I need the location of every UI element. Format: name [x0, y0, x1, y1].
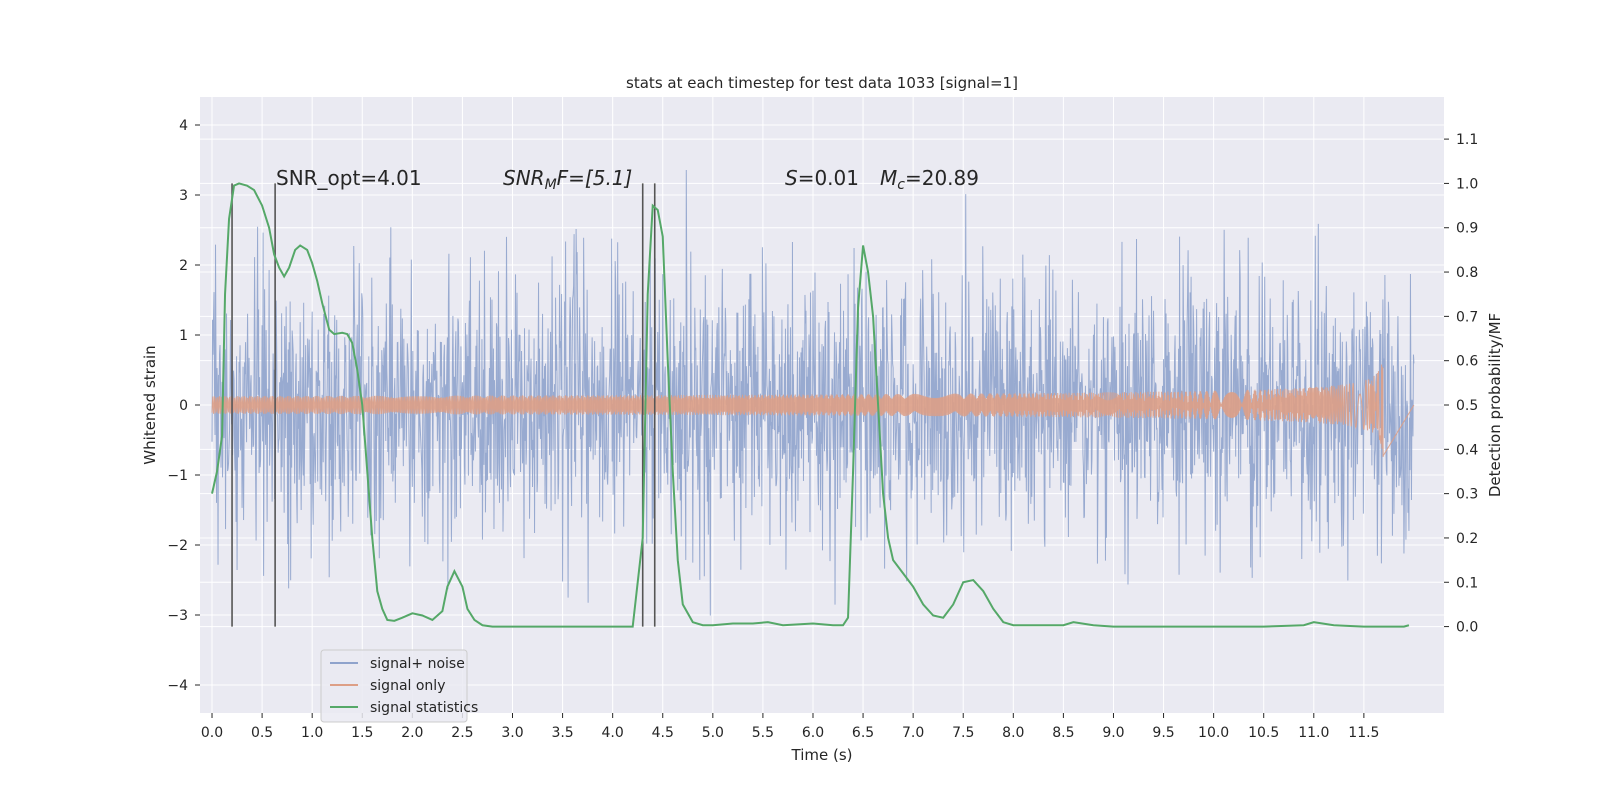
annotation-mc-main: M	[880, 166, 897, 190]
y-tick-label: 3	[179, 188, 188, 204]
x-tick-label: 5.0	[702, 725, 724, 741]
y2-axis-ticks: 1.1 1.0 0.9 0.8 0.7 0.6 0.5 0.4 0.3 0.2 0.1 0.0	[1444, 132, 1478, 636]
y-axis-ticks: 4 3 2 1 0 −1 −2 −3 −4	[167, 118, 200, 694]
legend-box	[320, 649, 468, 723]
annotation-s-rest: =0.01	[798, 166, 859, 190]
x-tick-label: 0.0	[201, 725, 223, 741]
y-tick-label: 0	[179, 398, 188, 414]
signal-noise-line	[211, 170, 1415, 616]
y-tick-label: −3	[167, 608, 188, 624]
y-tick-label: 2	[179, 258, 188, 274]
y-tick-label: −2	[167, 538, 188, 554]
annotation-snr-mf-rest: F=[5.1]	[557, 166, 633, 190]
x-tick-label: 1.5	[351, 725, 373, 741]
y2-tick-label: 0.7	[1456, 309, 1478, 325]
x-axis-label: Time (s)	[791, 746, 853, 764]
x-tick-label: 10.0	[1198, 725, 1229, 741]
x-tick-label: 11.0	[1298, 725, 1329, 741]
x-tick-label: 2.0	[401, 725, 423, 741]
legend-label-signal-statistics: signal statistics	[370, 700, 478, 716]
x-tick-label: 8.5	[1052, 725, 1074, 741]
y-tick-label: 1	[179, 328, 188, 344]
y2-axis-label: Detection probability/MF	[1486, 313, 1504, 497]
y-tick-label: −1	[167, 468, 188, 484]
signal-only-line	[211, 364, 1415, 457]
y2-tick-label: 0.4	[1456, 442, 1478, 458]
x-tick-label: 4.0	[602, 725, 624, 741]
x-tick-label: 9.5	[1152, 725, 1174, 741]
y2-tick-label: 0.8	[1456, 265, 1478, 281]
y2-tick-label: 0.1	[1456, 575, 1478, 591]
y2-tick-label: 0.2	[1456, 531, 1478, 547]
x-tick-label: 1.0	[301, 725, 323, 741]
x-tick-label: 9.0	[1102, 725, 1124, 741]
x-tick-label: 10.5	[1248, 725, 1279, 741]
signal-only-series	[211, 364, 1415, 457]
signal-noise-series	[211, 170, 1415, 616]
x-tick-label: 6.0	[802, 725, 824, 741]
y2-tick-label: 0.0	[1456, 620, 1478, 636]
x-tick-label: 2.5	[451, 725, 473, 741]
y2-tick-label: 0.6	[1456, 354, 1478, 370]
annotation-snr-mf-main: SNR	[503, 166, 545, 190]
x-tick-label: 6.5	[852, 725, 874, 741]
signal-statistics-line	[211, 182, 1410, 628]
y2-tick-label: 0.5	[1456, 398, 1478, 414]
y2-tick-label: 1.0	[1456, 176, 1478, 192]
x-axis-ticks: 0.0 0.5 1.0 1.5 2.0 2.5 3.0 3.5 4.0 4.5 5.0 5.5 6.0 6…	[201, 713, 1379, 741]
y-tick-label: 4	[179, 118, 188, 134]
x-tick-label: 7.0	[902, 725, 924, 741]
annotation-mc-rest: =20.89	[905, 166, 979, 190]
annotation-s: S=0.01	[785, 166, 859, 190]
y2-tick-label: 0.3	[1456, 487, 1478, 503]
annotation-mc-sub: c	[897, 177, 905, 193]
x-tick-label: 3.5	[551, 725, 573, 741]
x-tick-label: 0.5	[251, 725, 273, 741]
y2-tick-label: 1.1	[1456, 132, 1478, 148]
x-tick-label: 11.5	[1348, 725, 1379, 741]
x-tick-label: 7.5	[952, 725, 974, 741]
chart-title: stats at each timestep for test data 103…	[626, 74, 1018, 92]
legend-label-signal-only: signal only	[370, 678, 445, 694]
legend-label-signal-noise: signal+ noise	[370, 656, 465, 672]
x-tick-label: 5.5	[752, 725, 774, 741]
y2-tick-label: 0.9	[1456, 221, 1478, 237]
annotation-mc: Mc=20.89	[880, 166, 979, 193]
legend: signal+ noise signal only signal statist…	[320, 649, 478, 723]
annotation-snr-mf: SNRMF=[5.1]	[503, 166, 632, 193]
y-axis-label: Whitened strain	[141, 345, 159, 464]
annotation-snr-mf-sub: M	[545, 177, 557, 193]
y-tick-label: −4	[167, 678, 188, 694]
annotation-s-main: S	[785, 166, 798, 190]
annotation-snr-opt: SNR_opt=4.01	[276, 166, 422, 190]
x-tick-label: 8.0	[1002, 725, 1024, 741]
x-tick-label: 4.5	[652, 725, 674, 741]
signal-statistics-series	[211, 182, 1410, 628]
x-tick-label: 3.0	[501, 725, 523, 741]
